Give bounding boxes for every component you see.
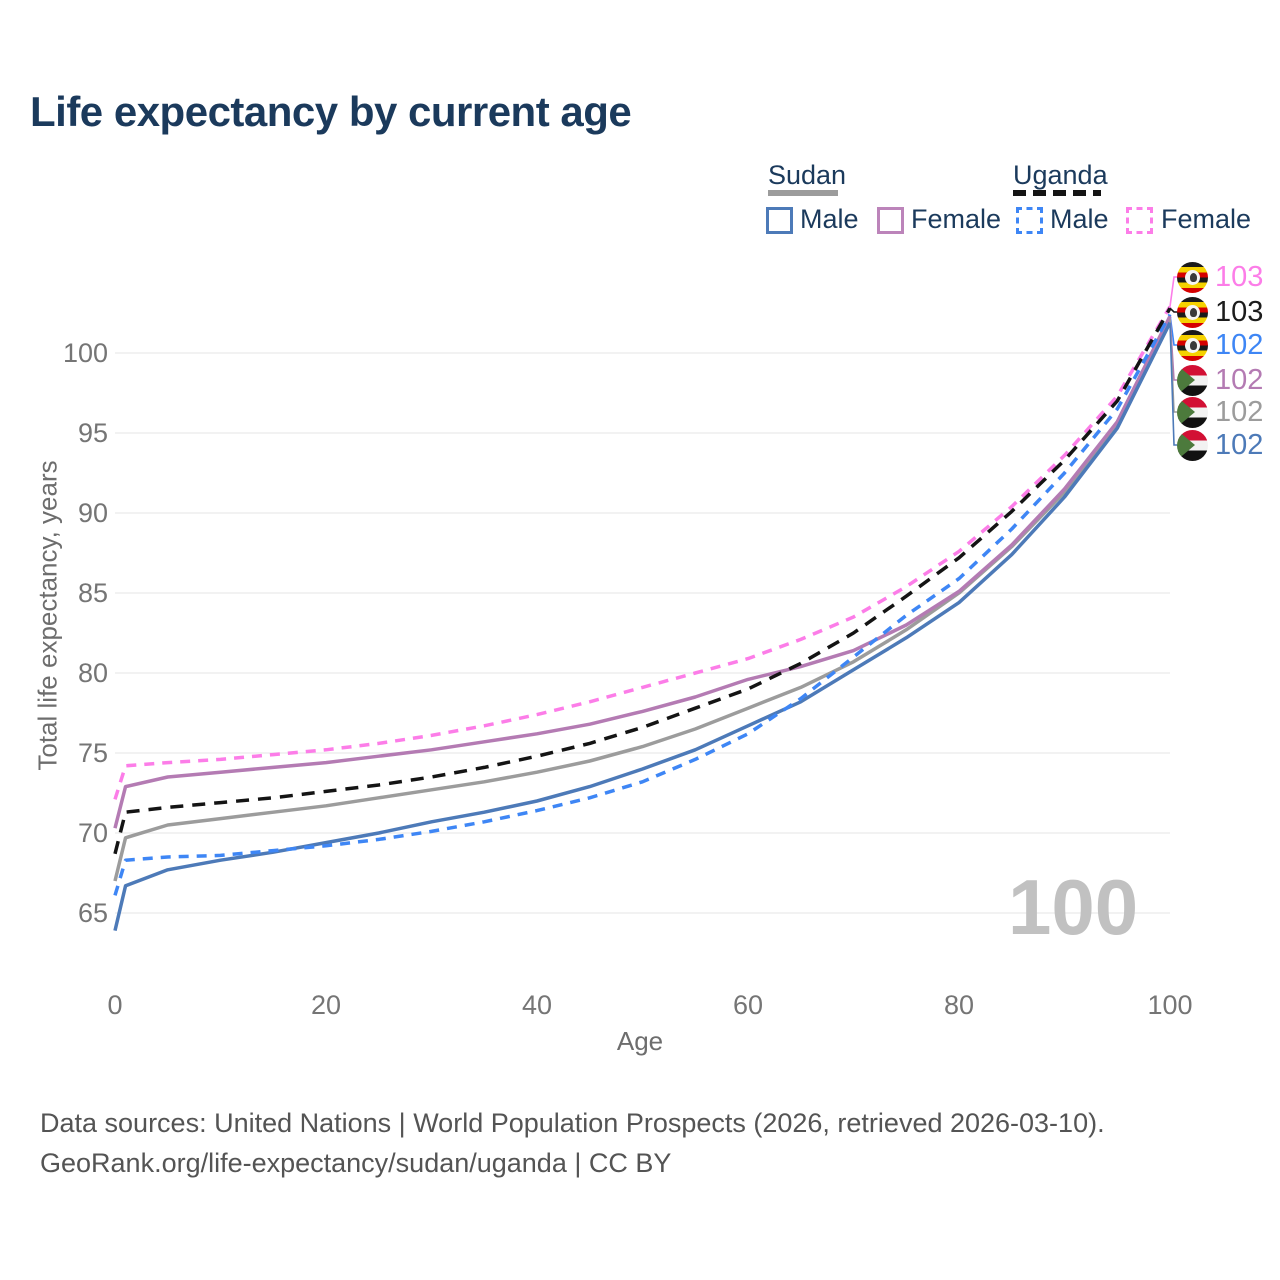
end-value: 103 [1215, 295, 1264, 328]
x-tick-label: 80 [943, 990, 975, 1020]
end-label-uganda-male: 102 [1177, 329, 1263, 361]
legend-swatch-uganda-male[interactable] [1016, 207, 1043, 234]
sudan-flag-icon [1177, 429, 1208, 461]
end-label-uganda-female: 103 [1177, 261, 1263, 293]
legend-label-sudan-male[interactable]: Male [800, 204, 859, 234]
series-line-sudan_female [113, 315, 1172, 829]
end-label-sudan-male: 102 [1177, 429, 1263, 461]
x-tick-label: 100 [1147, 990, 1193, 1020]
end-value: 102 [1215, 395, 1264, 428]
y-tick-label: 75 [77, 738, 108, 768]
end-label-sudan-female: 102 [1177, 364, 1263, 396]
series-line-uganda_male [113, 313, 1172, 896]
hover-age-watermark: 100 [1008, 863, 1139, 951]
y-tick-label: 95 [77, 418, 108, 448]
sudan-flag-icon [1177, 364, 1208, 396]
end-label-uganda-total: 103 [1177, 296, 1263, 328]
legend-swatch-sudan-female[interactable] [877, 207, 904, 234]
legend-group-uganda[interactable]: Uganda [1013, 160, 1108, 190]
legend-uganda-dashed-line-sample [1013, 190, 1101, 196]
sudan-flag-icon [1177, 396, 1208, 428]
x-tick-label: 0 [107, 990, 123, 1020]
end-label-sudan-total: 102 [1177, 396, 1263, 428]
y-tick-label: 90 [77, 498, 108, 528]
legend-label-uganda-female[interactable]: Female [1161, 204, 1252, 234]
legend-group-sudan[interactable]: Sudan [768, 160, 847, 190]
legend-swatch-uganda-female[interactable] [1126, 207, 1153, 234]
uganda-flag-icon [1177, 329, 1208, 361]
end-value: 102 [1215, 328, 1264, 361]
y-tick-label: 100 [62, 338, 108, 368]
end-value: 102 [1215, 428, 1264, 461]
legend-swatch-sudan-male[interactable] [766, 207, 793, 234]
series-line-sudan_male [113, 321, 1172, 932]
y-tick-label: 70 [77, 818, 108, 848]
chart-title: Life expectancy by current age [30, 88, 632, 135]
legend-label-sudan-female[interactable]: Female [911, 204, 1002, 234]
y-tick-label: 85 [77, 578, 108, 608]
end-value: 103 [1215, 260, 1264, 293]
series-line-sudan_total [113, 318, 1172, 882]
y-tick-label: 65 [77, 898, 108, 928]
end-value: 102 [1215, 363, 1264, 396]
y-tick-label: 80 [77, 658, 108, 688]
x-tick-label: 20 [310, 990, 342, 1020]
legend-sudan-solid-line-sample [768, 190, 838, 196]
series-line-uganda_total [113, 307, 1172, 855]
uganda-flag-icon [1177, 296, 1208, 328]
data-source-note: Data sources: United Nations | World Pop… [40, 1108, 1105, 1138]
x-tick-label: 40 [521, 990, 553, 1020]
series-line-uganda_female [113, 305, 1172, 800]
x-axis-title: Age [616, 1026, 664, 1056]
x-tick-label: 60 [732, 990, 764, 1020]
attribution-note: GeoRank.org/life-expectancy/sudan/uganda… [40, 1148, 672, 1178]
legend-label-uganda-male[interactable]: Male [1050, 204, 1109, 234]
uganda-flag-icon [1177, 261, 1208, 293]
